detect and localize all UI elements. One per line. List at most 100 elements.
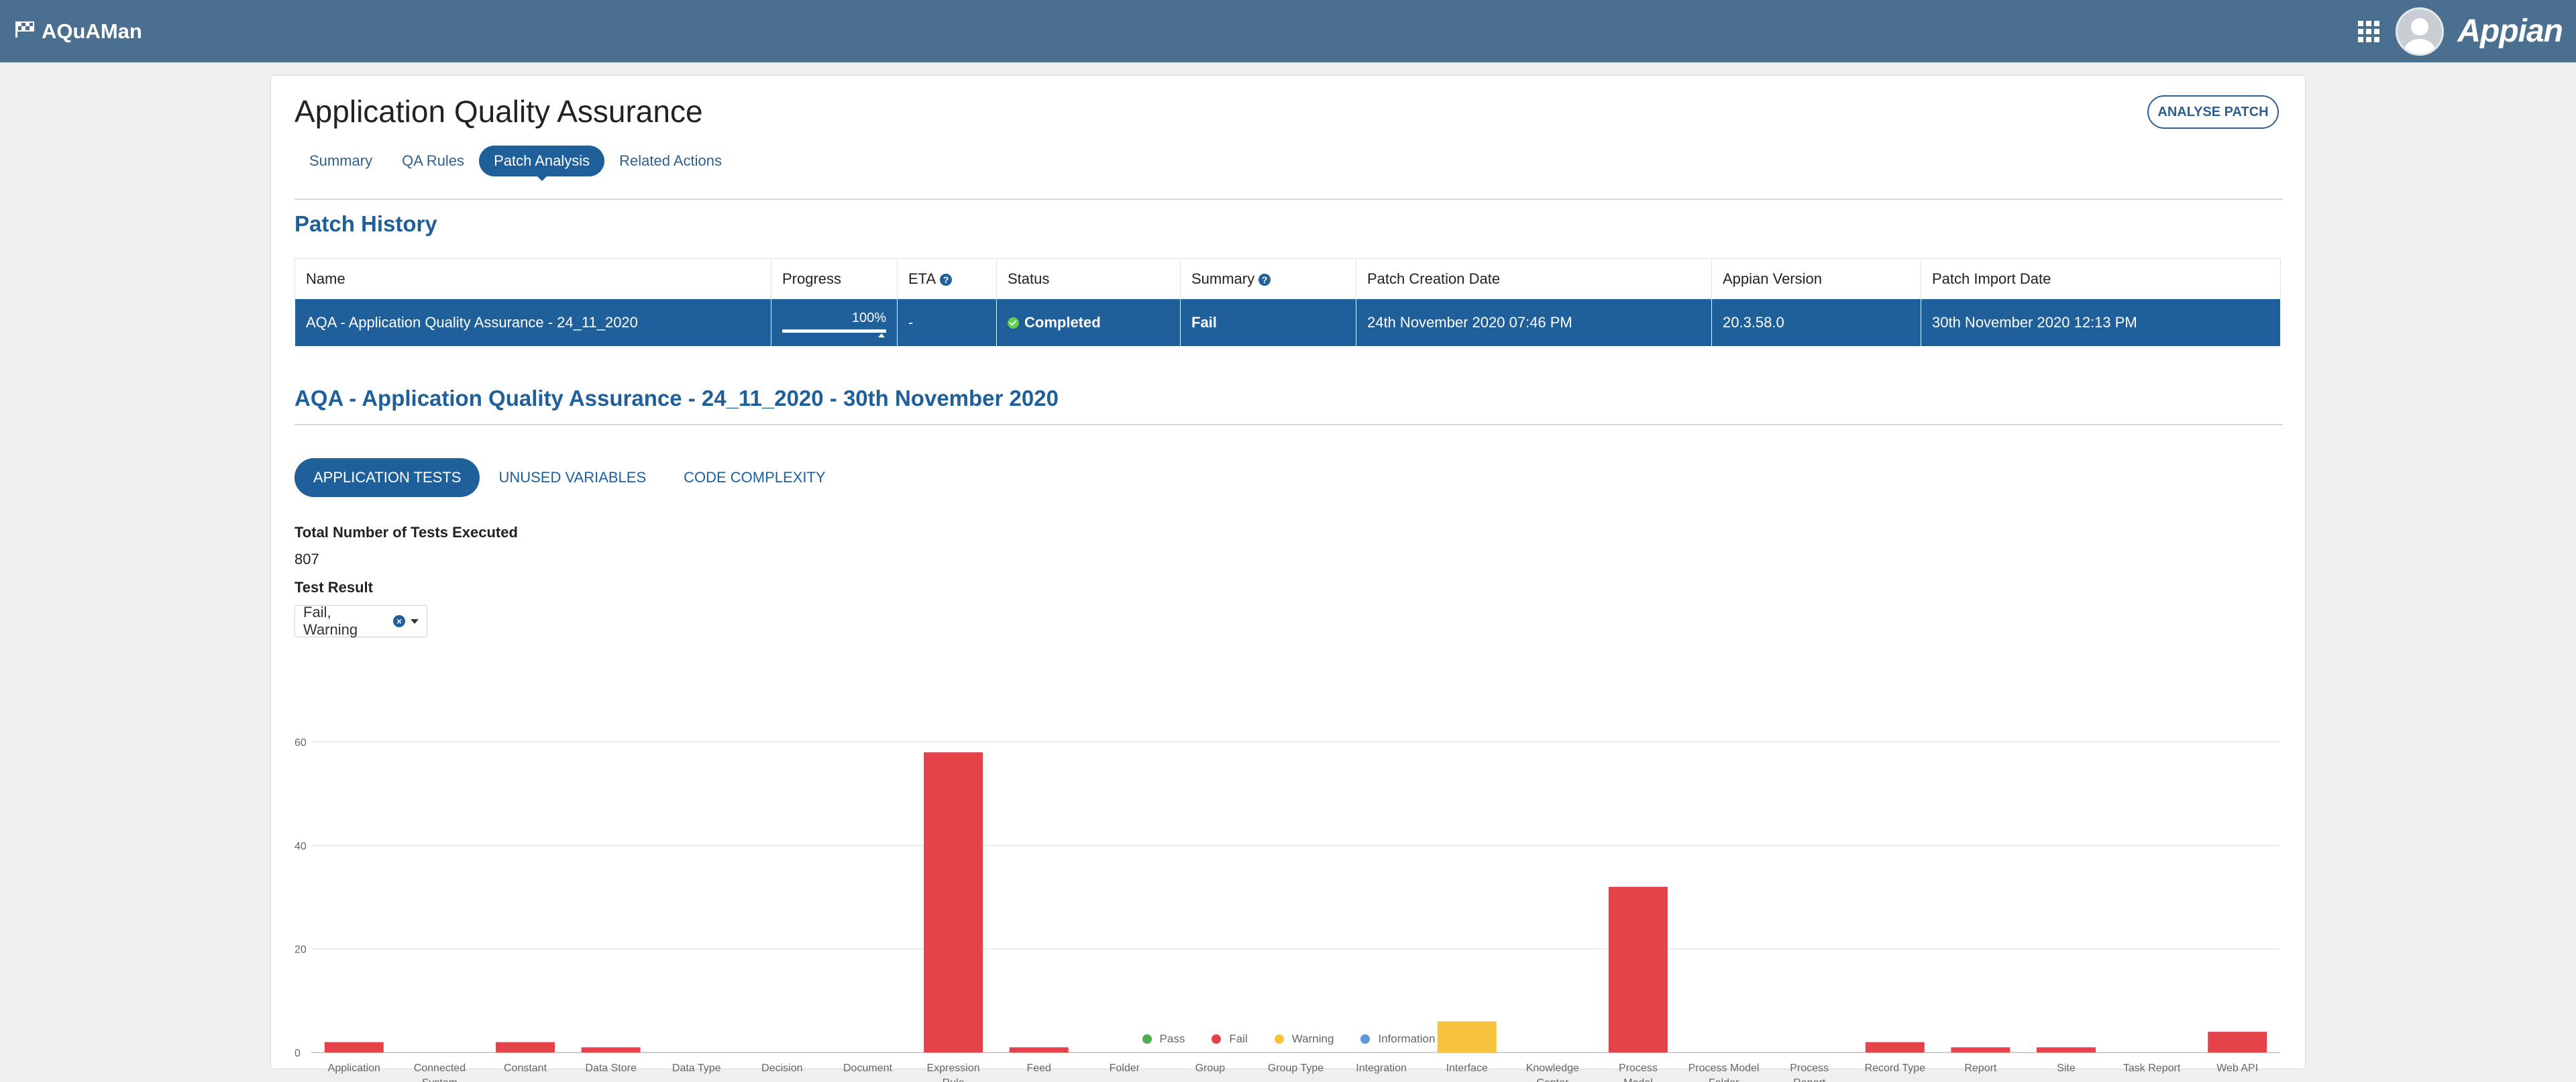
legend-item-information[interactable]: Information	[1360, 1032, 1435, 1046]
eta-header-label: ETA	[908, 270, 936, 287]
table-row[interactable]: AQA - Application Quality Assurance - 24…	[294, 299, 2281, 346]
progress-bar	[782, 329, 886, 333]
patch-detail-title: AQA - Application Quality Assurance - 24…	[294, 386, 1059, 411]
tab-qa-rules[interactable]: QA Rules	[402, 152, 465, 169]
x-tick-label: ProcessReport	[1790, 1063, 1829, 1082]
progress-caret-icon	[878, 333, 885, 337]
x-tick-label: Data Type	[672, 1063, 721, 1074]
divider	[294, 199, 2283, 200]
bar-fail[interactable]	[581, 1047, 641, 1052]
table-header-row: Name Progress ETA? Status Summary? Patch…	[294, 258, 2281, 299]
total-tests-value: 807	[294, 551, 319, 567]
column-header-eta[interactable]: ETA?	[897, 258, 997, 299]
x-tick-label: Task Report	[2123, 1063, 2181, 1074]
status-text: Completed	[1024, 314, 1101, 331]
bar-fail[interactable]	[496, 1042, 555, 1052]
app-grid-icon[interactable]	[2358, 20, 2380, 42]
legend-warning-dot	[1274, 1034, 1284, 1044]
tab-related-actions[interactable]: Related Actions	[619, 152, 722, 169]
legend-pass-label: Pass	[1159, 1032, 1185, 1045]
brand-logo: Appian	[2457, 13, 2563, 49]
subtab-unused-variables[interactable]: UNUSED VARIABLES	[498, 469, 647, 486]
cell-import-date: 30th November 2020 12:13 PM	[1921, 299, 2281, 346]
analyse-patch-button[interactable]: ANALYSE PATCH	[2147, 95, 2279, 129]
subtab-application-tests[interactable]: APPLICATION TESTS	[294, 458, 480, 497]
chart-legend: Pass Fail Warning Information	[271, 1032, 2306, 1046]
bar-chart: 0 20 40 60 Application ConnectedSystem Constan…	[294, 737, 2280, 1082]
help-icon[interactable]: ?	[1258, 273, 1271, 286]
bar-fail[interactable]	[324, 1042, 384, 1052]
patch-history-table: Name Progress ETA? Status Summary? Patch…	[294, 258, 2281, 346]
total-tests-label: Total Number of Tests Executed	[294, 524, 518, 541]
legend-information-dot	[1360, 1034, 1371, 1044]
cell-creation-date: 24th November 2020 07:46 PM	[1356, 299, 1712, 346]
analysis-subtabs: APPLICATION TESTS UNUSED VARIABLES CODE …	[294, 458, 845, 497]
summary-header-label: Summary	[1191, 270, 1255, 287]
column-header-progress[interactable]: Progress	[771, 258, 898, 299]
x-tick-label: Folder	[1110, 1063, 1140, 1074]
x-tick-label: Document	[843, 1063, 892, 1074]
legend-item-pass[interactable]: Pass	[1142, 1032, 1185, 1046]
x-tick-label: ConnectedSystem	[414, 1063, 466, 1082]
help-icon[interactable]: ?	[940, 273, 953, 286]
x-tick-label: Record Type	[1865, 1063, 1926, 1074]
test-result-select[interactable]: Fail, Warning ×	[294, 604, 427, 638]
y-tick-label: 60	[294, 737, 307, 749]
x-tick-label: Feed	[1026, 1063, 1051, 1074]
legend-item-warning[interactable]: Warning	[1274, 1032, 1334, 1046]
progress-percent: 100%	[851, 311, 886, 325]
bar-warning[interactable]	[1437, 1021, 1497, 1052]
avatar[interactable]	[2396, 7, 2445, 56]
tab-summary[interactable]: Summary	[309, 152, 373, 169]
check-circle-icon	[1008, 317, 1019, 329]
page-tabs: Summary QA Rules Patch Analysis Related …	[294, 146, 737, 181]
test-result-label: Test Result	[294, 579, 373, 596]
y-tick-label: 0	[294, 1048, 301, 1059]
test-result-value: Fail, Warning	[303, 604, 358, 638]
legend-information-label: Information	[1378, 1032, 1436, 1045]
page-title: Application Quality Assurance	[294, 94, 703, 129]
column-header-creation-date[interactable]: Patch Creation Date	[1356, 258, 1712, 299]
column-header-name[interactable]: Name	[294, 258, 771, 299]
bar-fail[interactable]	[1009, 1047, 1069, 1052]
bar-fail[interactable]	[1608, 887, 1668, 1052]
progress-fill	[782, 329, 886, 333]
x-tick-label: KnowledgeCenter	[1526, 1063, 1579, 1082]
test-results-chart: 0 20 40 60 Application ConnectedSystem Constan…	[271, 653, 2306, 1082]
legend-fail-label: Fail	[1229, 1032, 1248, 1045]
cell-summary: Fail	[1180, 299, 1356, 346]
cell-appian-version: 20.3.58.0	[1711, 299, 1921, 346]
bar-fail[interactable]	[1951, 1047, 2010, 1052]
column-header-summary[interactable]: Summary?	[1180, 258, 1356, 299]
cell-name: AQA - Application Quality Assurance - 24…	[294, 299, 771, 346]
cell-progress: 100%	[771, 299, 898, 346]
bar-fail[interactable]	[1865, 1042, 1925, 1052]
x-tick-label: Site	[2057, 1063, 2076, 1074]
bar-fail[interactable]	[2036, 1047, 2096, 1052]
top-bar: AQuAMan Appian	[0, 0, 2576, 62]
bar-fail[interactable]	[2208, 1032, 2267, 1052]
x-tick-label: Report	[1964, 1063, 1997, 1074]
cell-status: Completed	[996, 299, 1181, 346]
column-header-import-date[interactable]: Patch Import Date	[1921, 258, 2281, 299]
x-tick-label: Data Store	[585, 1063, 637, 1074]
tab-patch-analysis[interactable]: Patch Analysis	[479, 146, 605, 181]
x-tick-label: Interface	[1446, 1063, 1488, 1074]
bar-fail[interactable]	[924, 752, 983, 1052]
legend-item-fail[interactable]: Fail	[1212, 1032, 1248, 1046]
x-tick-label: Constant	[504, 1063, 547, 1074]
clear-icon[interactable]: ×	[393, 615, 405, 627]
legend-pass-dot	[1142, 1034, 1152, 1044]
column-header-appian-version[interactable]: Appian Version	[1711, 258, 1921, 299]
x-tick-label: Group Type	[1268, 1063, 1324, 1074]
x-tick-label: Application	[328, 1063, 380, 1074]
column-header-status[interactable]: Status	[996, 258, 1181, 299]
patch-history-title: Patch History	[294, 211, 437, 236]
subtab-code-complexity[interactable]: CODE COMPLEXITY	[684, 469, 826, 486]
chevron-down-icon[interactable]	[411, 618, 419, 624]
x-tick-label: ExpressionRule	[926, 1063, 979, 1082]
app-title[interactable]: AQuAMan	[15, 19, 142, 44]
x-tick-label: Process ModelFolder	[1688, 1063, 1760, 1082]
legend-fail-dot	[1212, 1034, 1222, 1044]
